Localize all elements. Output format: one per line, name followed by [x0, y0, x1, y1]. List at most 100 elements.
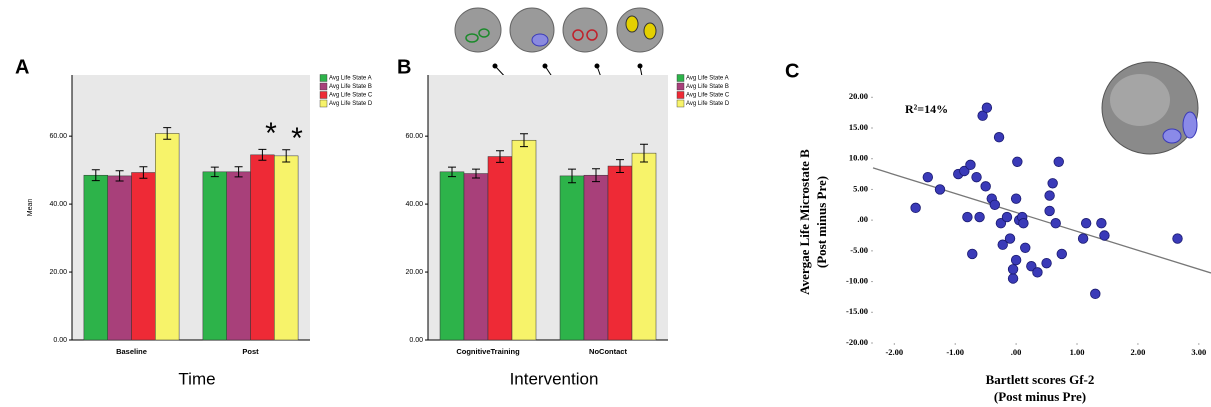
bar — [155, 133, 179, 340]
x-tick-label: 1.00 — [1070, 347, 1085, 357]
legend-swatch — [320, 100, 327, 107]
bar — [440, 172, 464, 340]
brain-image — [1102, 62, 1198, 154]
y-tick-label: 20.00 — [49, 269, 67, 276]
scatter-point — [1020, 243, 1030, 253]
scatter-point — [1045, 191, 1055, 201]
bar — [608, 166, 632, 340]
x-axis-title: Bartlett scores Gf-2 — [986, 372, 1095, 387]
x-axis-title: Time — [178, 369, 215, 388]
significance-marker: * — [265, 117, 277, 150]
bar — [132, 173, 156, 340]
legend-label: Avg Life State B — [686, 84, 729, 90]
legend-swatch — [320, 75, 327, 82]
y-tick-label: 0.00 — [409, 337, 423, 344]
y-tick-label: -15.00 — [846, 306, 868, 316]
legend-label: Avg Life State D — [686, 101, 730, 107]
scatter-point — [1078, 234, 1088, 244]
bar — [108, 176, 132, 340]
annotation: R²=14% — [905, 102, 948, 116]
legend-label: Avg Life State B — [329, 84, 372, 90]
scatter-point — [967, 249, 977, 259]
bar — [274, 156, 298, 340]
scatter-point — [911, 203, 921, 213]
scatter-point — [982, 103, 992, 113]
scatter-point — [1054, 157, 1064, 167]
bar — [584, 175, 608, 340]
panel-label: A — [15, 56, 29, 78]
y-tick-label: 20.00 — [405, 269, 423, 276]
y-axis-title: Mean — [27, 199, 34, 217]
scatter-point — [1051, 218, 1061, 228]
scatter-point — [1097, 218, 1107, 228]
panel-label: B — [397, 56, 411, 78]
y-tick-label: 60.00 — [405, 133, 423, 140]
scatter-point — [1011, 194, 1021, 204]
scatter-point — [1173, 234, 1183, 244]
legend-swatch — [677, 75, 684, 82]
bar — [84, 175, 108, 340]
scatter-point — [1042, 258, 1052, 268]
x-tick-label: .00 — [1011, 347, 1022, 357]
scatter-point — [990, 200, 1000, 210]
bar — [227, 172, 251, 340]
y-tick-label: 20.00 — [849, 91, 868, 101]
x-tick-label: 3.00 — [1191, 347, 1206, 357]
scatter-point — [1090, 289, 1100, 299]
legend-swatch — [320, 83, 327, 90]
scatter-point — [1013, 157, 1023, 167]
x-axis-title: (Post minus Pre) — [994, 389, 1086, 404]
scatter-point — [1033, 268, 1043, 278]
significance-marker: * — [291, 122, 303, 155]
panel-label: C — [785, 60, 799, 82]
x-tick-label: Baseline — [116, 347, 147, 356]
legend-swatch — [677, 92, 684, 99]
x-tick-label: -2.00 — [885, 347, 903, 357]
bar — [560, 176, 584, 340]
legend-label: Avg Life State D — [329, 101, 373, 107]
legend-label: Avg Life State A — [329, 76, 372, 82]
x-tick-label: NoContact — [589, 347, 627, 356]
scatter-point — [935, 185, 945, 195]
y-tick-label: 40.00 — [405, 201, 423, 208]
y-axis-title: Avergae Life Microstate B — [797, 149, 812, 295]
scatter-point — [981, 182, 991, 192]
x-tick-label: Post — [242, 347, 259, 356]
scatter-point — [1008, 274, 1018, 284]
scatter-point — [1019, 218, 1029, 228]
bar — [488, 157, 512, 340]
x-tick-label: CognitiveTraining — [456, 347, 520, 356]
scatter-point — [963, 212, 973, 222]
scatter-point — [1005, 234, 1015, 244]
x-axis-title: Intervention — [510, 369, 599, 388]
bar — [251, 155, 275, 340]
bar — [464, 174, 488, 340]
legend-swatch — [677, 83, 684, 90]
scatter-point — [1002, 212, 1012, 222]
scatter-point — [1057, 249, 1067, 259]
y-tick-label: -20.00 — [846, 337, 868, 347]
y-tick-label: 0.00 — [53, 337, 67, 344]
scatter-point — [923, 172, 933, 182]
scatter-point — [994, 132, 1004, 142]
scatter-point — [1008, 264, 1018, 274]
legend-label: Avg Life State A — [686, 76, 729, 82]
y-tick-label: -10.00 — [846, 276, 868, 286]
legend-swatch — [677, 100, 684, 107]
y-axis-title: (Post minus Pre) — [814, 176, 829, 268]
scatter-point — [1081, 218, 1091, 228]
scatter-point — [972, 172, 982, 182]
legend-label: Avg Life State C — [329, 93, 373, 99]
scatter-point — [1011, 255, 1021, 265]
y-tick-label: -5.00 — [850, 245, 868, 255]
scatter-point — [975, 212, 985, 222]
x-tick-label: -1.00 — [946, 347, 964, 357]
bar — [203, 172, 227, 340]
y-tick-label: 60.00 — [49, 133, 67, 140]
y-tick-label: 40.00 — [49, 201, 67, 208]
legend-swatch — [320, 92, 327, 99]
bar — [512, 140, 536, 340]
x-tick-label: 2.00 — [1130, 347, 1145, 357]
y-tick-label: .00 — [857, 214, 868, 224]
y-tick-label: 10.00 — [849, 153, 868, 163]
